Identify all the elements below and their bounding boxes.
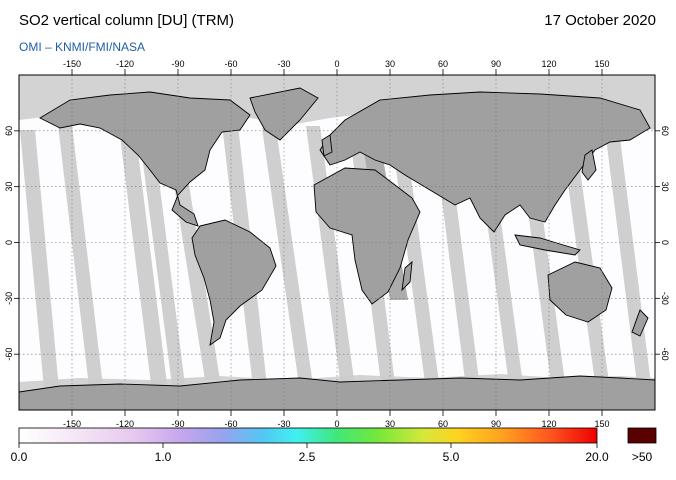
lon-label-top: 0 [334,59,339,69]
lon-label-bottom: 90 [491,419,501,429]
lon-label-bottom: 150 [594,419,609,429]
lon-label-top: 150 [594,59,609,69]
madagascar [401,260,413,292]
japan [581,149,597,181]
indonesia [514,234,581,256]
lon-label-bottom: 60 [438,419,448,429]
lat-label-left: -60 [4,348,14,361]
greenland [249,87,319,141]
lat-label-right: -60 [660,348,670,361]
lon-label-bottom: -120 [116,419,134,429]
lon-label-bottom: 120 [541,419,556,429]
lat-label-right: 60 [660,126,670,136]
colorbar-label-3: 5.0 [442,450,460,464]
lon-label-top: -30 [277,59,290,69]
lon-label-bottom: -150 [63,419,81,429]
lon-label-top: -150 [63,59,81,69]
colorbar-label-1: 1.0 [154,450,172,464]
lon-label-top: -90 [171,59,184,69]
lat-label-right: 30 [660,182,670,192]
map-title: SO2 vertical column [DU] (TRM) [19,12,235,29]
lat-label-right: -30 [660,292,670,305]
colorbar-gradient [18,427,598,444]
map-credit: OMI – KNMI/FMI/NASA [19,40,146,54]
lat-label-left: 30 [4,182,14,192]
australia [547,261,613,323]
uk [321,134,333,157]
map-date: 17 October 2020 [544,12,656,29]
map-plot-area [19,75,655,410]
lon-label-bottom: 0 [334,419,339,429]
lon-label-bottom: 30 [385,419,395,429]
lat-label-left: 0 [4,240,14,245]
colorbar-ticks [18,443,598,448]
colorbar-label-0: 0.0 [10,450,28,464]
south-america [191,219,277,346]
lon-label-top: -120 [116,59,134,69]
lon-label-bottom: -30 [277,419,290,429]
lon-label-top: 120 [541,59,556,69]
lon-label-top: 90 [491,59,501,69]
lon-label-top: 30 [385,59,395,69]
new-zealand [631,309,649,337]
lon-label-top: 60 [438,59,448,69]
colorbar-over-swatch [627,427,657,444]
lat-label-right: 0 [660,240,670,245]
north-america [39,91,251,227]
colorbar-label-2: 2.5 [298,450,316,464]
lat-label-left: -30 [4,292,14,305]
africa [313,167,421,305]
eurasia [319,91,651,233]
lat-label-left: 60 [4,126,14,136]
lon-label-top: -60 [224,59,237,69]
axis-ticks: -150 -150 -120 -120 -90 -90 -60 -60 -30 -30 0 0 30 30… [4,59,670,429]
lon-label-bottom: -90 [171,419,184,429]
lon-label-bottom: -60 [224,419,237,429]
colorbar-label-4: 20.0 [585,450,609,464]
colorbar-over-label: >50 [631,450,653,464]
